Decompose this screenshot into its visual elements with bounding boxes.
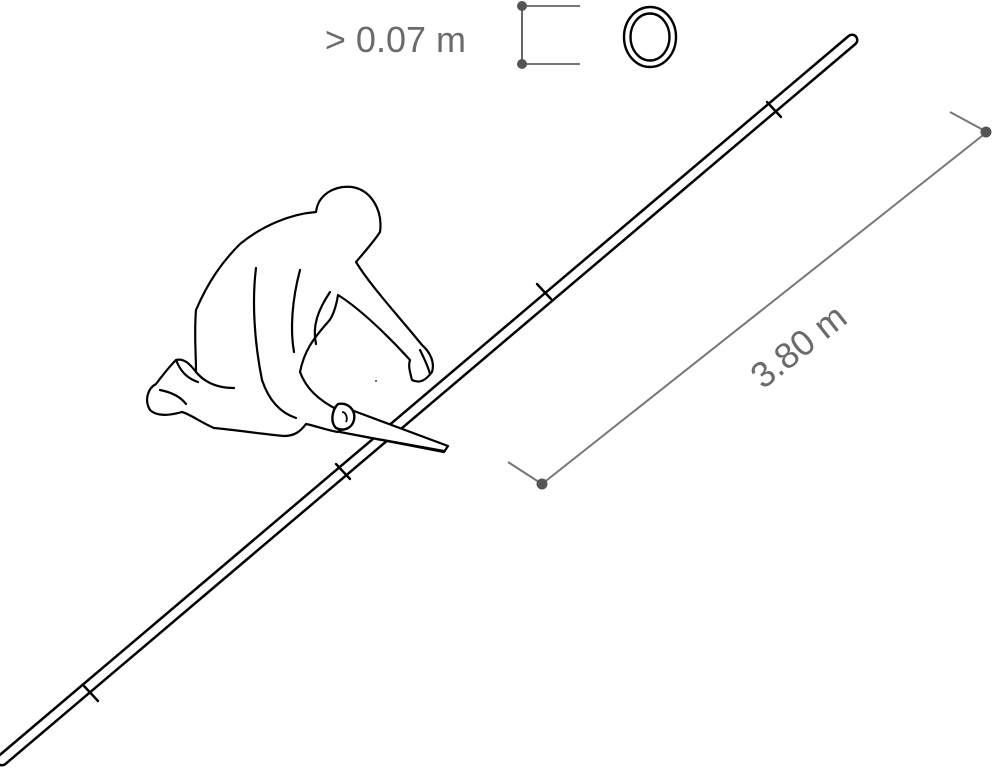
dimension-endpoint-dot (517, 59, 527, 69)
person-outline (146, 185, 434, 438)
length-label: 3.80 m (743, 296, 855, 396)
person-hand-detail (418, 348, 432, 376)
person-knee-detail (194, 370, 236, 390)
length-dimension: 3.80 m (507, 111, 992, 490)
pole-joint-marks (82, 100, 783, 703)
saw-handle (331, 402, 356, 431)
person-arm-detail (252, 266, 298, 420)
diameter-label: > 0.07 m (325, 19, 466, 60)
pipe-cross-section-icon (622, 5, 678, 69)
dimension-endpoint-dot (517, 1, 527, 11)
long-pole-icon (0, 33, 859, 767)
person-torso-detail (290, 268, 302, 354)
dimension-endpoint-dot (536, 478, 548, 490)
diameter-dimension-bracket (517, 1, 580, 69)
diameter-annotation: > 0.07 m (325, 1, 678, 69)
hand-saw-icon (331, 402, 450, 454)
kneeling-person-sawing-icon (146, 185, 434, 438)
dimension-endpoint-dot (980, 126, 992, 138)
person-arm-detail (313, 290, 332, 346)
person-foot-detail (158, 388, 188, 406)
person-foot-detail (174, 358, 200, 384)
